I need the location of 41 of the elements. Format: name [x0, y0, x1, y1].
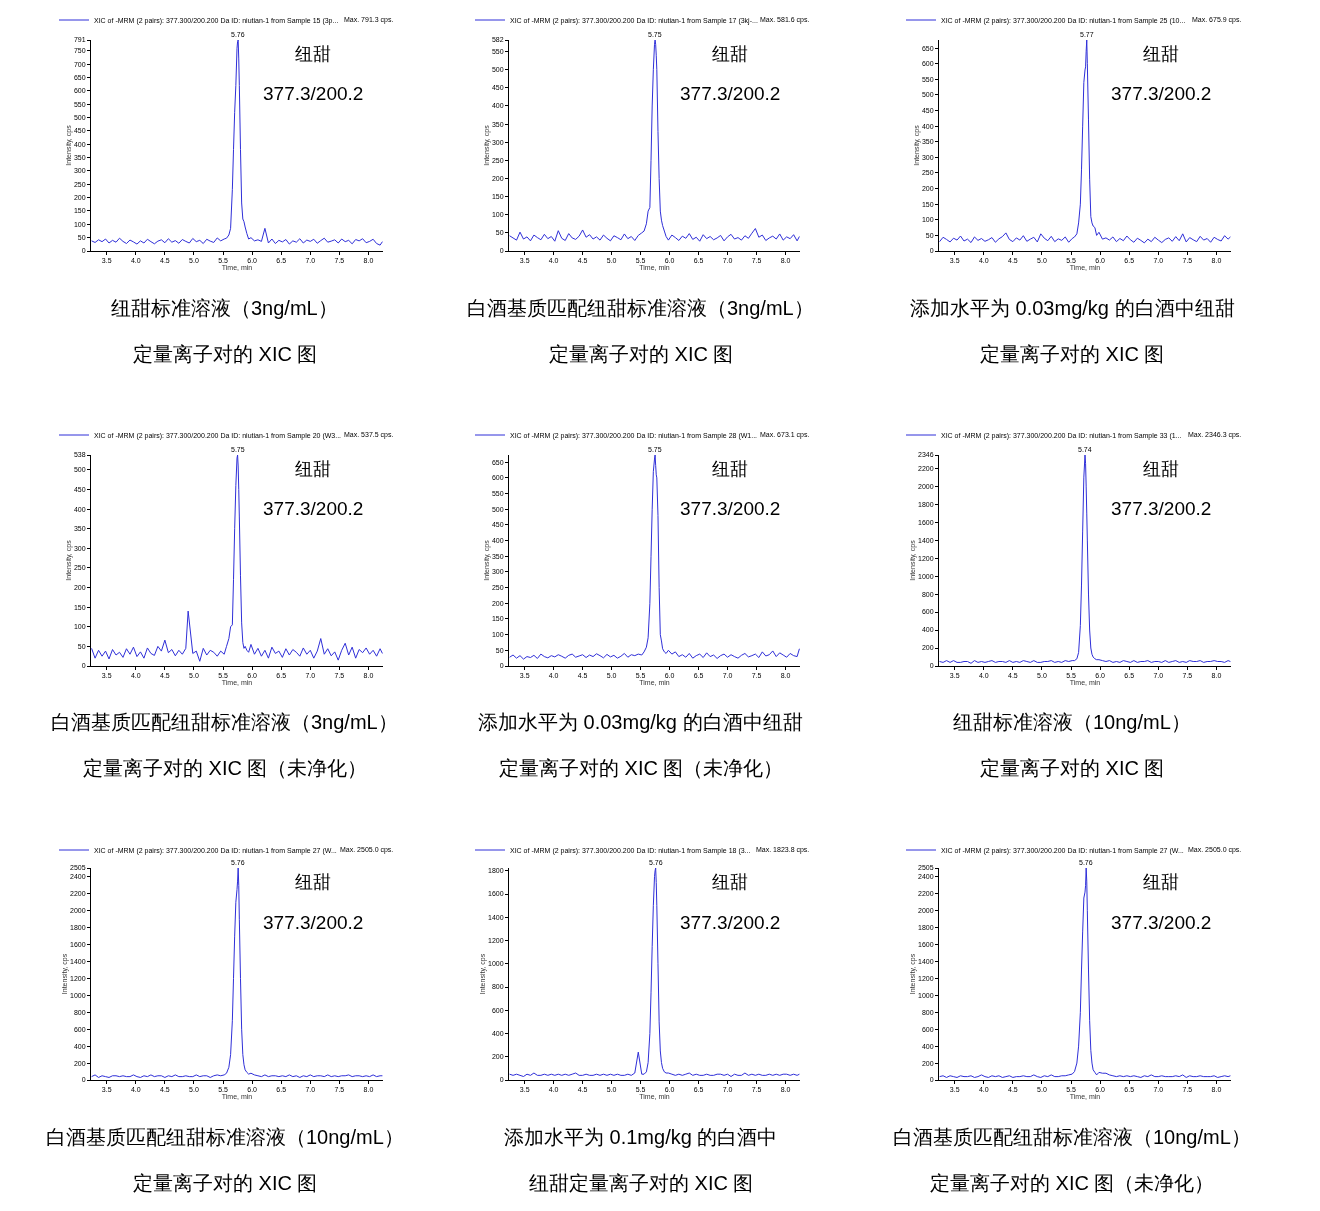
- text: 白酒基质匹配纽甜标准溶液（3ng/mL）: [467, 297, 814, 319]
- annotation: 纽甜: [1143, 872, 1179, 892]
- annotation: 纽甜: [1143, 459, 1179, 479]
- line-series: [509, 40, 800, 242]
- text: 定量离子对的 XIC 图（未净化）: [499, 757, 784, 779]
- annotation: 377.3/200.2: [680, 498, 781, 519]
- line-series: [939, 40, 1231, 244]
- annotation: 纽甜: [712, 44, 748, 64]
- annotation: 377.3/200.2: [263, 498, 364, 519]
- text: 定量离子对的 XIC 图: [133, 343, 318, 365]
- text: 添加水平为 0.1mg/kg 的白酒中: [504, 1126, 778, 1148]
- line-series: [91, 40, 383, 246]
- text: 添加水平为 0.03mg/kg 的白酒中纽甜: [910, 297, 1235, 319]
- text: 定量离子对的 XIC 图（未净化）: [83, 757, 368, 779]
- annotation: 377.3/200.2: [680, 912, 781, 933]
- text: 定量离子对的 XIC 图: [133, 1172, 318, 1194]
- annotation: 377.3/200.2: [1111, 83, 1212, 104]
- line-series: [91, 455, 383, 662]
- annotation: 377.3/200.2: [1111, 912, 1212, 933]
- annotation: 377.3/200.2: [263, 912, 364, 933]
- annotation: 377.3/200.2: [263, 83, 364, 104]
- text: 纽甜定量离子对的 XIC 图: [529, 1172, 754, 1194]
- text: 添加水平为 0.03mg/kg 的白酒中纽甜: [478, 711, 803, 733]
- text: 白酒基质匹配纽甜标准溶液（3ng/mL）: [51, 711, 398, 733]
- text: 定量离子对的 XIC 图: [980, 757, 1165, 779]
- text: 定量离子对的 XIC 图: [980, 343, 1165, 365]
- text: 白酒基质匹配纽甜标准溶液（10ng/mL）: [893, 1126, 1251, 1148]
- annotation: 纽甜: [712, 459, 748, 479]
- annotation: 纽甜: [1143, 44, 1179, 64]
- annotation: 纽甜: [295, 872, 331, 892]
- annotation: 纽甜: [712, 872, 748, 892]
- text: 白酒基质匹配纽甜标准溶液（10ng/mL）: [46, 1126, 404, 1148]
- text: 定量离子对的 XIC 图: [549, 343, 734, 365]
- text: 纽甜标准溶液（3ng/mL）: [111, 297, 338, 319]
- annotation: 纽甜: [295, 44, 331, 64]
- annotation: 纽甜: [295, 459, 331, 479]
- annotation: 377.3/200.2: [1111, 498, 1212, 519]
- text: 定量离子对的 XIC 图（未净化）: [930, 1172, 1215, 1194]
- text: 纽甜标准溶液（10ng/mL）: [953, 711, 1191, 733]
- line-series: [509, 455, 800, 660]
- annotation: 377.3/200.2: [680, 83, 781, 104]
